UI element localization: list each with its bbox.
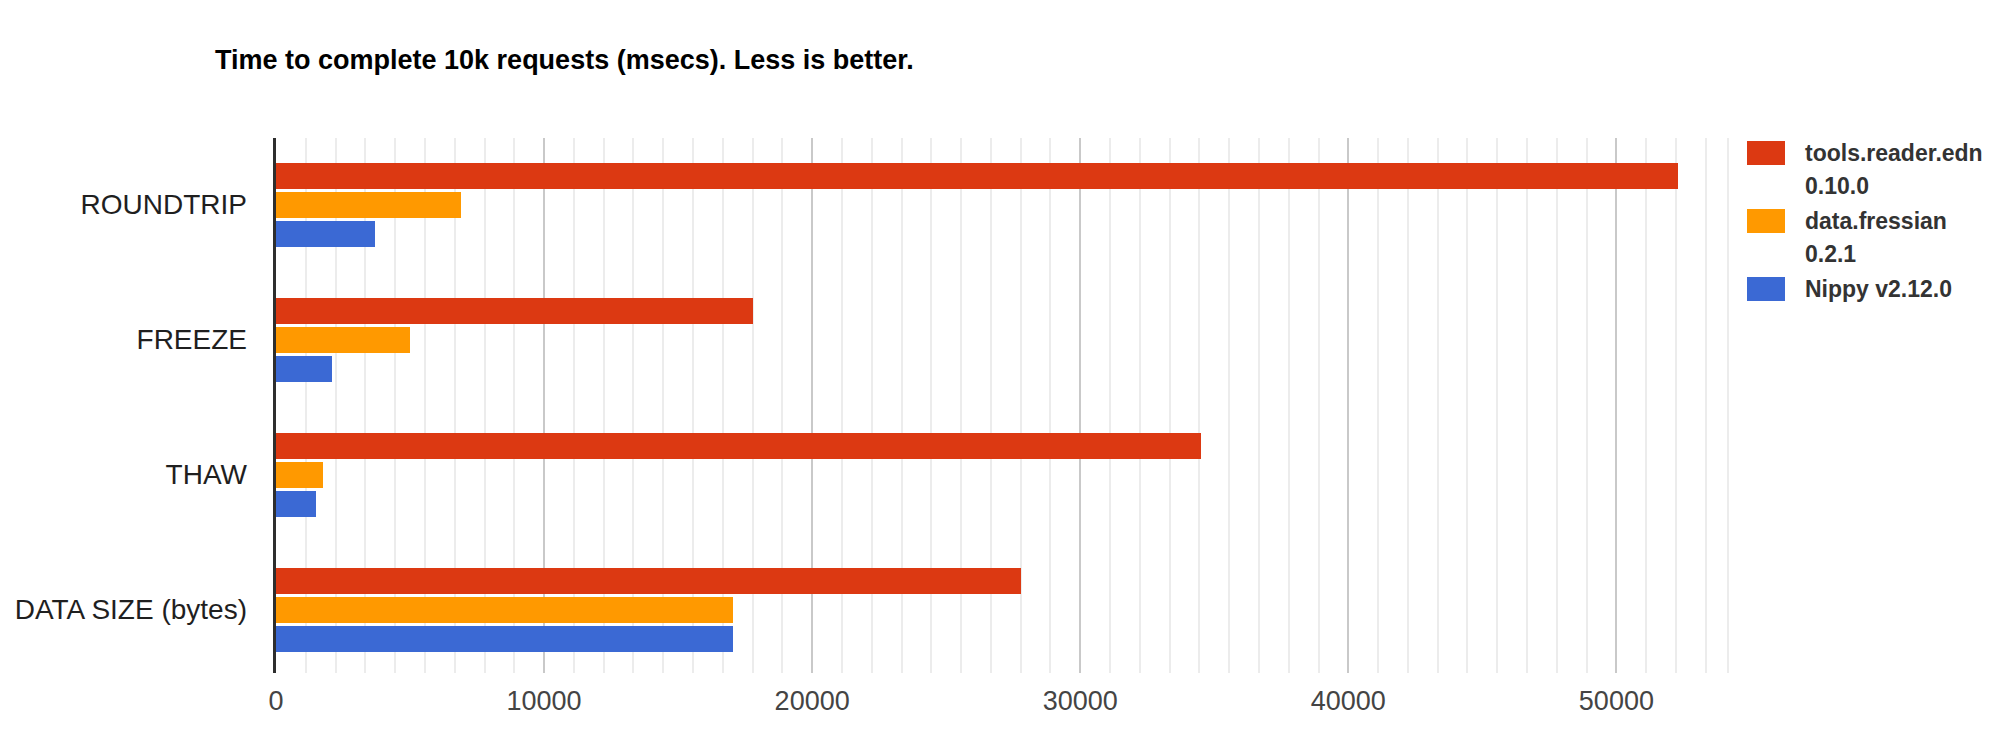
gridline-major: [1079, 138, 1081, 673]
legend-label-line: 0.2.1: [1805, 238, 1947, 271]
bar-tools-reader-edn-0-10-0: [276, 568, 1021, 594]
gridline-minor: [1586, 138, 1588, 673]
x-tick-label: 50000: [1506, 684, 1726, 718]
bar-data-fressian-0-2-1: [276, 462, 323, 488]
legend-label-line: tools.reader.edn: [1805, 137, 1983, 170]
bar-data-fressian-0-2-1: [276, 327, 410, 353]
gridline-minor: [1228, 138, 1230, 673]
gridline-minor: [1288, 138, 1290, 673]
chart-title: Time to complete 10k requests (msecs). L…: [215, 45, 914, 76]
gridline-minor: [1496, 138, 1498, 673]
legend-label: data.fressian0.2.1: [1805, 205, 1947, 271]
gridline-minor: [1705, 138, 1707, 673]
category-label: FREEZE: [0, 323, 247, 357]
legend-swatch: [1747, 277, 1785, 301]
gridline-minor: [1377, 138, 1379, 673]
legend-label: Nippy v2.12.0: [1805, 273, 1952, 306]
gridline-minor: [1049, 138, 1051, 673]
legend-label-line: 0.10.0: [1805, 170, 1983, 203]
bar-nippy-v2-12-0: [276, 491, 316, 517]
gridline-minor: [1198, 138, 1200, 673]
bar-tools-reader-edn-0-10-0: [276, 298, 753, 324]
legend-label-line: data.fressian: [1805, 205, 1947, 238]
legend-swatch: [1747, 141, 1785, 165]
bar-chart: Time to complete 10k requests (msecs). L…: [0, 0, 2007, 754]
gridline-minor: [1675, 138, 1677, 673]
gridline-minor: [1645, 138, 1647, 673]
bar-nippy-v2-12-0: [276, 626, 733, 652]
legend-item: tools.reader.edn0.10.0: [1747, 137, 2005, 203]
gridline-minor: [1727, 138, 1729, 673]
x-tick-label: 0: [166, 684, 386, 718]
category-label: DATA SIZE (bytes): [0, 593, 247, 627]
gridline-major: [1615, 138, 1617, 673]
x-tick-label: 40000: [1238, 684, 1458, 718]
gridline-minor: [1437, 138, 1439, 673]
legend: tools.reader.edn0.10.0data.fressian0.2.1…: [1747, 137, 2005, 308]
bar-tools-reader-edn-0-10-0: [276, 163, 1678, 189]
category-label: ROUNDTRIP: [0, 188, 247, 222]
bar-data-fressian-0-2-1: [276, 192, 461, 218]
gridline-minor: [1258, 138, 1260, 673]
legend-swatch: [1747, 209, 1785, 233]
bar-nippy-v2-12-0: [276, 356, 332, 382]
gridline-minor: [1526, 138, 1528, 673]
legend-label: tools.reader.edn0.10.0: [1805, 137, 1983, 203]
x-tick-label: 30000: [970, 684, 1190, 718]
gridline-minor: [1318, 138, 1320, 673]
legend-label-line: Nippy v2.12.0: [1805, 273, 1952, 306]
bar-tools-reader-edn-0-10-0: [276, 433, 1201, 459]
bar-nippy-v2-12-0: [276, 221, 375, 247]
legend-item: Nippy v2.12.0: [1747, 273, 2005, 306]
bar-data-fressian-0-2-1: [276, 597, 733, 623]
gridline-minor: [1169, 138, 1171, 673]
gridline-minor: [1556, 138, 1558, 673]
x-tick-label: 10000: [434, 684, 654, 718]
gridline-minor: [1466, 138, 1468, 673]
plot-area: [276, 138, 1729, 673]
gridline-major: [1347, 138, 1349, 673]
category-label: THAW: [0, 458, 247, 492]
gridline-minor: [1407, 138, 1409, 673]
gridline-minor: [1139, 138, 1141, 673]
legend-item: data.fressian0.2.1: [1747, 205, 2005, 271]
x-tick-label: 20000: [702, 684, 922, 718]
gridline-minor: [1109, 138, 1111, 673]
